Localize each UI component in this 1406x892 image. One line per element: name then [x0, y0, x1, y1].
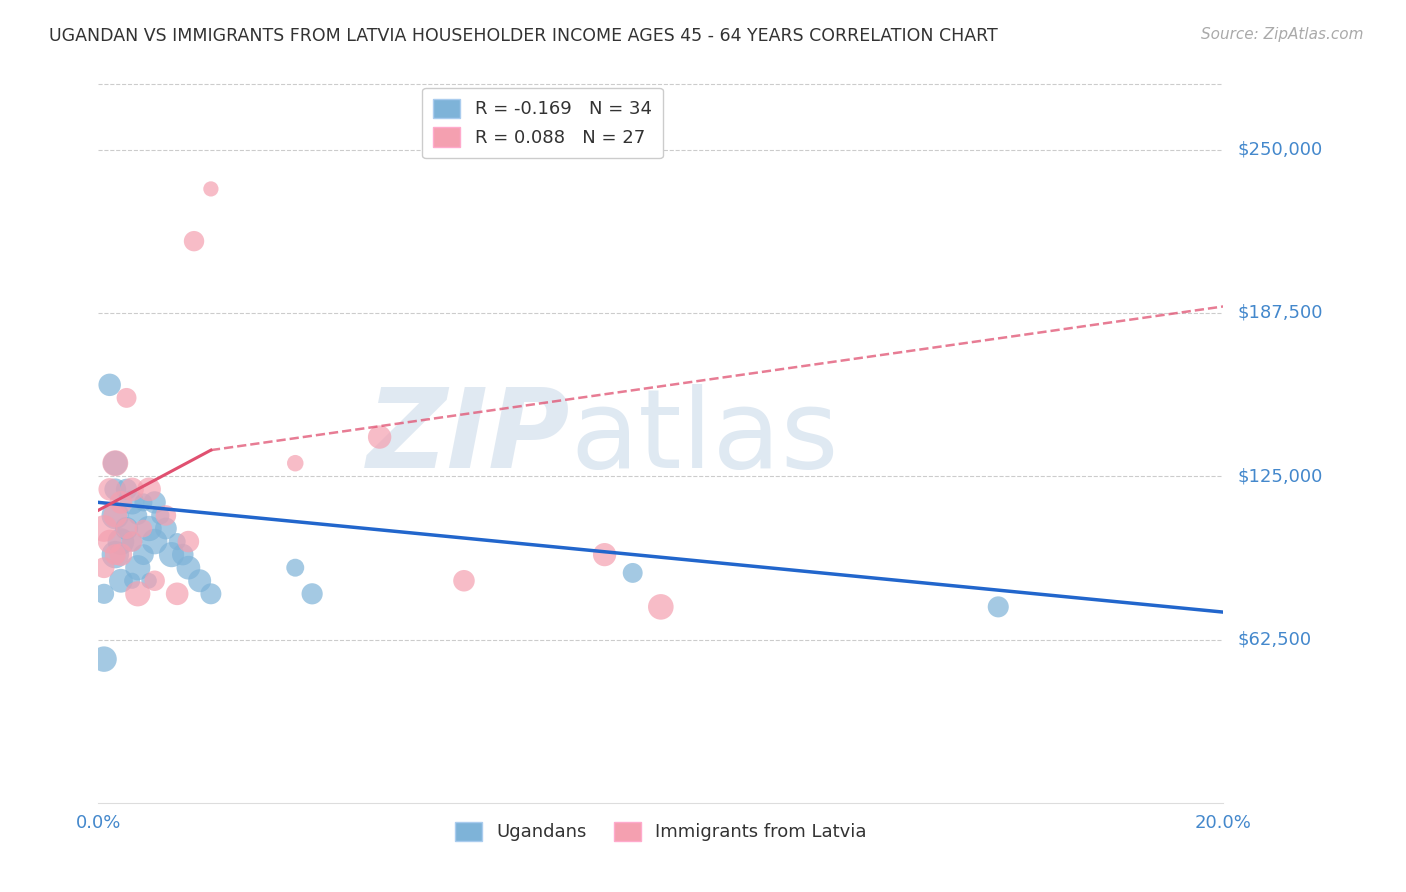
- Text: UGANDAN VS IMMIGRANTS FROM LATVIA HOUSEHOLDER INCOME AGES 45 - 64 YEARS CORRELAT: UGANDAN VS IMMIGRANTS FROM LATVIA HOUSEH…: [49, 27, 998, 45]
- Point: [172, 548, 194, 562]
- Point: [149, 508, 172, 523]
- Point: [621, 566, 644, 580]
- Point: [284, 560, 307, 574]
- Point: [127, 508, 149, 523]
- Text: Source: ZipAtlas.com: Source: ZipAtlas.com: [1201, 27, 1364, 42]
- Point: [188, 574, 211, 588]
- Point: [104, 548, 127, 562]
- Point: [110, 495, 132, 509]
- Point: [143, 574, 166, 588]
- Point: [104, 456, 127, 470]
- Point: [110, 548, 132, 562]
- Text: $187,500: $187,500: [1237, 304, 1323, 322]
- Text: ZIP: ZIP: [367, 384, 571, 491]
- Point: [110, 574, 132, 588]
- Point: [121, 495, 143, 509]
- Point: [143, 534, 166, 549]
- Point: [177, 534, 200, 549]
- Point: [104, 548, 127, 562]
- Point: [650, 599, 672, 614]
- Point: [284, 456, 307, 470]
- Point: [98, 534, 121, 549]
- Point: [143, 495, 166, 509]
- Point: [155, 521, 177, 535]
- Point: [368, 430, 391, 444]
- Point: [127, 587, 149, 601]
- Point: [138, 483, 160, 497]
- Point: [160, 548, 183, 562]
- Point: [138, 521, 160, 535]
- Point: [127, 560, 149, 574]
- Point: [121, 534, 143, 549]
- Point: [93, 587, 115, 601]
- Text: $62,500: $62,500: [1237, 631, 1312, 648]
- Text: $250,000: $250,000: [1237, 141, 1323, 159]
- Point: [115, 521, 138, 535]
- Point: [115, 391, 138, 405]
- Point: [200, 587, 222, 601]
- Point: [104, 456, 127, 470]
- Point: [104, 508, 127, 523]
- Point: [93, 652, 115, 666]
- Text: $125,000: $125,000: [1237, 467, 1323, 485]
- Point: [987, 599, 1010, 614]
- Point: [121, 574, 143, 588]
- Point: [177, 560, 200, 574]
- Point: [104, 483, 127, 497]
- Point: [593, 548, 616, 562]
- Point: [301, 587, 323, 601]
- Point: [200, 182, 222, 196]
- Point: [132, 495, 155, 509]
- Point: [166, 534, 188, 549]
- Point: [110, 534, 132, 549]
- Point: [453, 574, 475, 588]
- Point: [98, 483, 121, 497]
- Point: [98, 377, 121, 392]
- Point: [132, 548, 155, 562]
- Point: [115, 521, 138, 535]
- Point: [121, 483, 143, 497]
- Point: [183, 234, 205, 248]
- Point: [93, 521, 115, 535]
- Point: [93, 560, 115, 574]
- Point: [104, 508, 127, 523]
- Point: [166, 587, 188, 601]
- Point: [121, 534, 143, 549]
- Point: [115, 483, 138, 497]
- Legend: Ugandans, Immigrants from Latvia: Ugandans, Immigrants from Latvia: [447, 814, 875, 848]
- Text: atlas: atlas: [571, 384, 839, 491]
- Point: [132, 521, 155, 535]
- Point: [138, 574, 160, 588]
- Point: [155, 508, 177, 523]
